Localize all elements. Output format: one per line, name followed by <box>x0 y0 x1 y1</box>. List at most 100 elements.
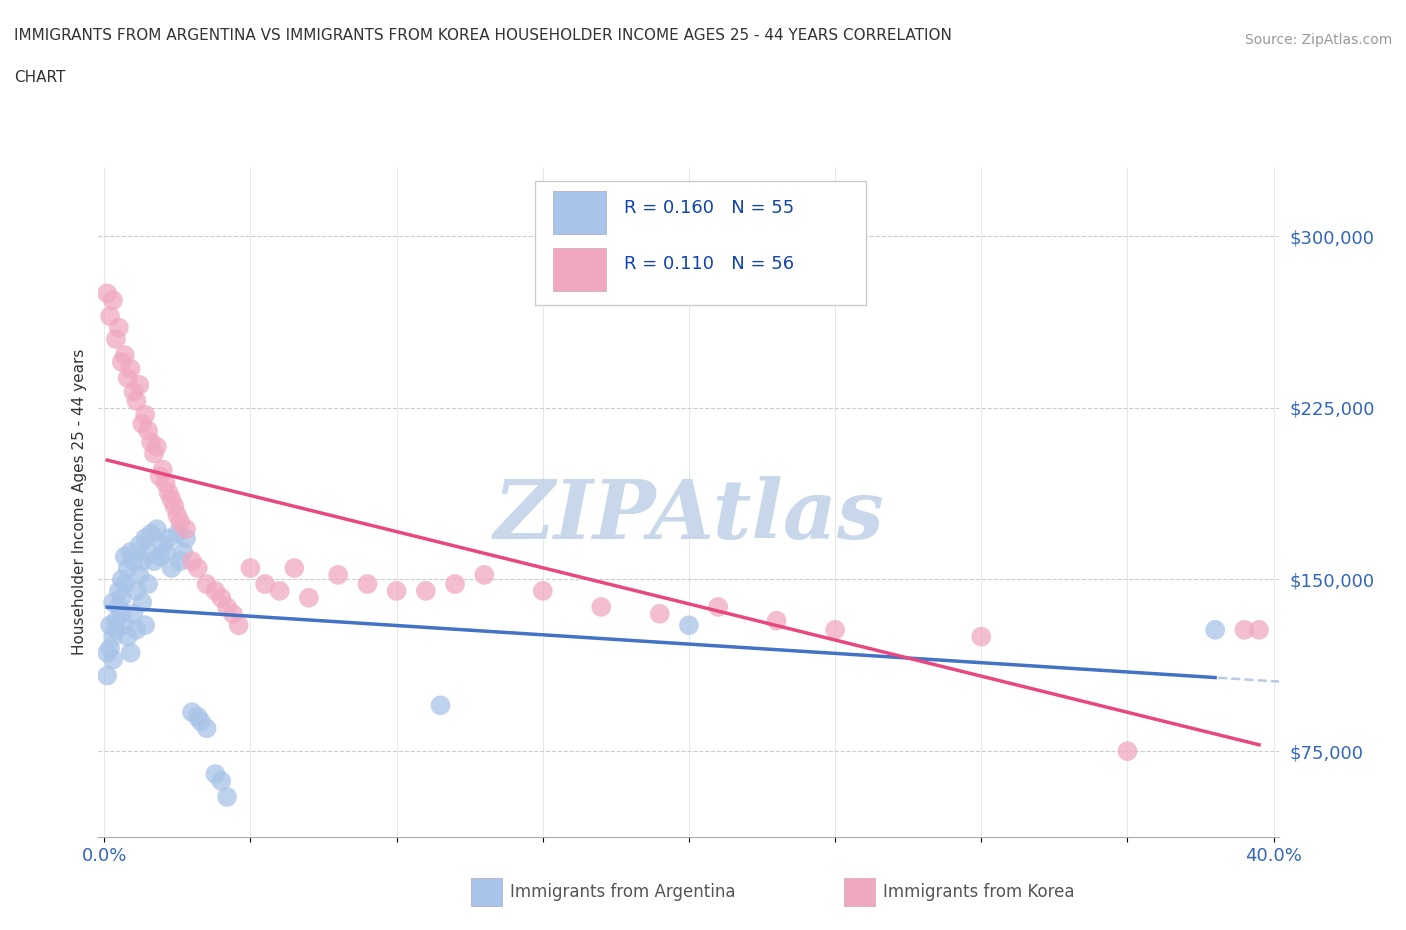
Point <box>385 583 408 598</box>
Point <box>134 531 156 546</box>
Point <box>155 476 177 491</box>
Point <box>101 630 124 644</box>
Point <box>122 384 145 399</box>
Y-axis label: Householder Income Ages 25 - 44 years: Householder Income Ages 25 - 44 years <box>72 349 87 656</box>
Point <box>187 710 209 724</box>
Point <box>157 531 180 546</box>
Point <box>172 545 194 560</box>
Point <box>104 613 127 628</box>
Point <box>283 561 305 576</box>
Point <box>415 583 437 598</box>
Point <box>149 549 172 564</box>
Bar <box>553 247 606 291</box>
Point <box>114 577 136 591</box>
Point <box>160 561 183 576</box>
Point <box>215 790 238 804</box>
Point <box>131 417 153 432</box>
Point <box>169 515 191 530</box>
Point <box>114 348 136 363</box>
Point <box>96 668 118 683</box>
Point <box>101 652 124 667</box>
Point <box>326 567 349 582</box>
Point <box>128 378 150 392</box>
Point <box>128 567 150 582</box>
Point <box>114 618 136 632</box>
Point <box>131 595 153 610</box>
Point <box>254 577 277 591</box>
Point <box>209 774 232 789</box>
Text: IMMIGRANTS FROM ARGENTINA VS IMMIGRANTS FROM KOREA HOUSEHOLDER INCOME AGES 25 - : IMMIGRANTS FROM ARGENTINA VS IMMIGRANTS … <box>14 28 952 43</box>
Text: ZIPAtlas: ZIPAtlas <box>494 475 884 555</box>
Point <box>1247 622 1270 637</box>
Point <box>111 572 134 587</box>
Point <box>1204 622 1226 637</box>
Point <box>531 583 554 598</box>
Point <box>228 618 250 632</box>
Point <box>125 622 148 637</box>
Point <box>152 462 174 477</box>
Point <box>239 561 262 576</box>
Point <box>678 618 700 632</box>
Point <box>122 606 145 621</box>
Point <box>429 698 451 712</box>
Point <box>707 600 730 615</box>
Point <box>98 641 121 656</box>
Point <box>98 618 121 632</box>
Point <box>136 577 159 591</box>
Point <box>174 531 197 546</box>
Point <box>648 606 671 621</box>
Point <box>120 545 142 560</box>
Point <box>1116 744 1139 759</box>
Point <box>134 618 156 632</box>
Text: Immigrants from Korea: Immigrants from Korea <box>883 883 1074 901</box>
Point <box>169 553 191 568</box>
Point <box>591 600 613 615</box>
Point <box>134 407 156 422</box>
Text: Source: ZipAtlas.com: Source: ZipAtlas.com <box>1244 33 1392 46</box>
Point <box>139 526 162 541</box>
Point <box>157 485 180 500</box>
Point <box>136 545 159 560</box>
Point <box>149 469 172 484</box>
Point <box>125 583 148 598</box>
Point <box>1233 622 1256 637</box>
Point <box>765 613 787 628</box>
Point <box>101 293 124 308</box>
Point <box>204 766 226 781</box>
Text: CHART: CHART <box>14 70 66 85</box>
Point <box>195 721 218 736</box>
Point <box>146 439 169 454</box>
Point <box>190 714 212 729</box>
Point <box>125 393 148 408</box>
Point <box>96 645 118 660</box>
Point <box>152 538 174 552</box>
Point <box>472 567 495 582</box>
Point <box>215 600 238 615</box>
Point <box>970 630 993 644</box>
Point <box>181 705 204 720</box>
Point <box>269 583 291 598</box>
Text: Immigrants from Argentina: Immigrants from Argentina <box>510 883 735 901</box>
Point <box>444 577 467 591</box>
Point <box>131 553 153 568</box>
Point <box>195 577 218 591</box>
Point <box>209 591 232 605</box>
Point <box>111 354 134 369</box>
Point <box>101 595 124 610</box>
Point <box>117 370 139 385</box>
Point <box>120 362 142 377</box>
Point <box>128 538 150 552</box>
Text: R = 0.110   N = 56: R = 0.110 N = 56 <box>624 256 794 273</box>
Point <box>143 553 166 568</box>
Point <box>174 522 197 537</box>
Point <box>166 526 188 541</box>
Text: R = 0.160   N = 55: R = 0.160 N = 55 <box>624 199 794 217</box>
Point <box>117 630 139 644</box>
Point <box>222 606 245 621</box>
Point <box>120 645 142 660</box>
Point <box>111 606 134 621</box>
Point <box>298 591 321 605</box>
Point <box>111 591 134 605</box>
Point <box>181 553 204 568</box>
Point <box>160 492 183 507</box>
